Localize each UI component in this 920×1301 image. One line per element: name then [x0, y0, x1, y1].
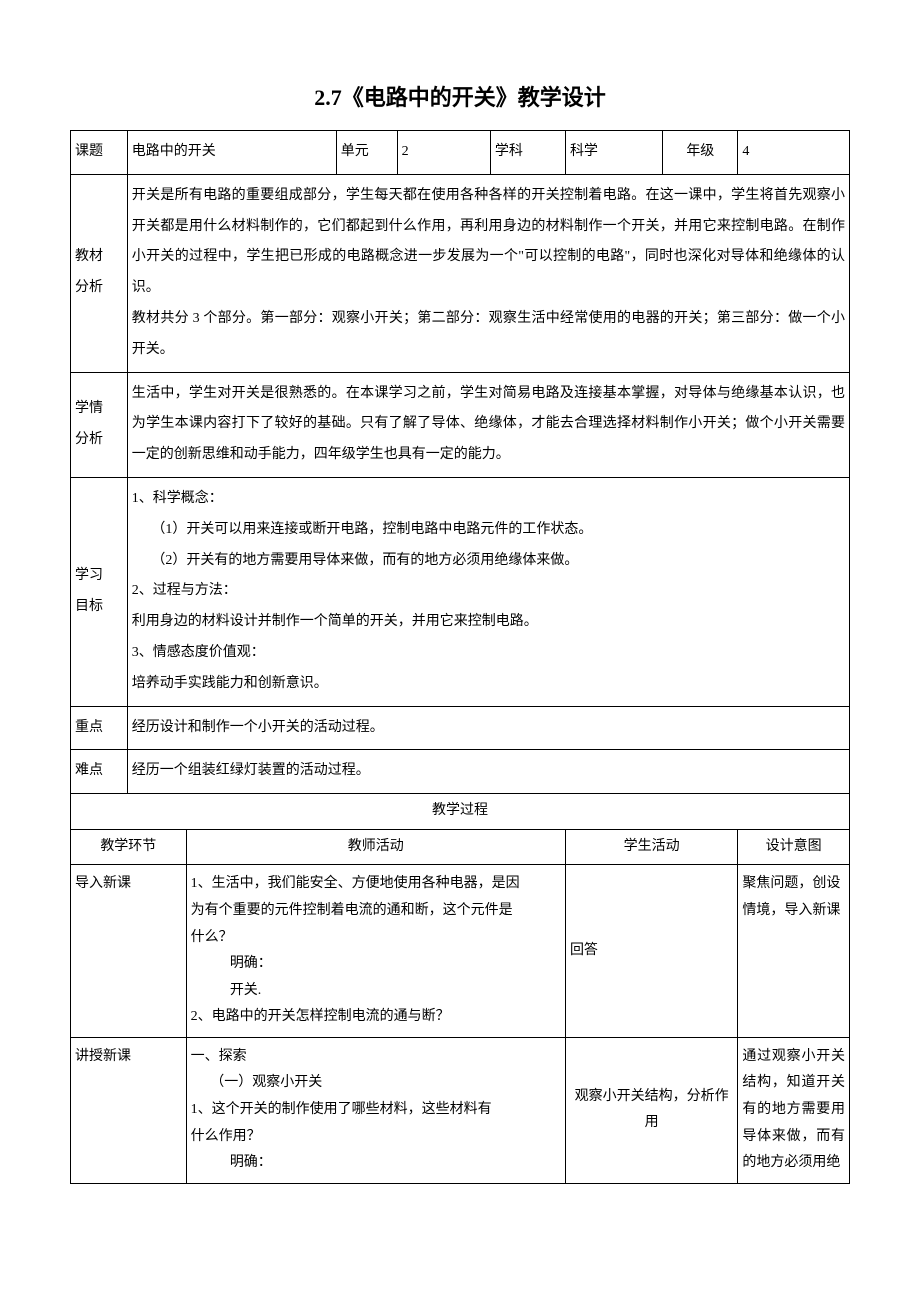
lesson-plan-table: 课题 电路中的开关 单元 2 学科 科学 年级 4 教材 分析 开关是所有电路的… — [70, 130, 850, 1184]
mubiao-line: 3、情感态度价值观： — [132, 638, 845, 669]
process-row-1: 导入新课 1、生活中，我们能安全、方便地使用各种电器，是因 为有个重要的元件控制… — [71, 865, 850, 1038]
value-nianji: 4 — [738, 131, 850, 175]
label-jiaocai: 教材 分析 — [71, 174, 128, 372]
text-zhongdian: 经历设计和制作一个小开关的活动过程。 — [127, 706, 849, 750]
text-mubiao: 1、科学概念： （1）开关可以用来连接或断开电路，控制电路中电路元件的工作状态。… — [127, 477, 849, 706]
process-title: 教学过程 — [71, 794, 850, 830]
sheji-2: 通过观察小开关结构，知道开关有的地方需要用导体来做，而有的地方必须用绝 — [738, 1037, 850, 1183]
mubiao-line: 利用身边的材料设计并制作一个简单的开关，并用它来控制电路。 — [132, 607, 845, 638]
process-title-row: 教学过程 — [71, 794, 850, 830]
label-xueke: 学科 — [490, 131, 565, 175]
mubiao-row: 学习 目标 1、科学概念： （1）开关可以用来连接或断开电路，控制电路中电路元件… — [71, 477, 850, 706]
xueqing-row: 学情 分析 生活中，学生对开关是很熟悉的。在本课学习之前，学生对简易电路及连接基… — [71, 372, 850, 477]
zhongdian-row: 重点 经历设计和制作一个小开关的活动过程。 — [71, 706, 850, 750]
sheji-1: 聚焦问题，创设情境，导入新课 — [738, 865, 850, 1038]
label-danyuan: 单元 — [336, 131, 397, 175]
jiaoshi-line: 为有个重要的元件控制着电流的通和断，这个元件是 — [191, 898, 561, 925]
jiaoshi-2: 一、探索 （一）观察小开关 1、这个开关的制作使用了哪些材料，这些材料有 什么作… — [186, 1037, 565, 1183]
mubiao-line: 1、科学概念： — [132, 484, 845, 515]
jiaoshi-line: 明确： — [191, 951, 561, 978]
jiaoshi-line: （一）观察小开关 — [191, 1070, 561, 1097]
process-row-2: 讲授新课 一、探索 （一）观察小开关 1、这个开关的制作使用了哪些材料，这些材料… — [71, 1037, 850, 1183]
jiaoshi-line: 1、这个开关的制作使用了哪些材料，这些材料有 — [191, 1097, 561, 1124]
jiaoshi-line: 一、探索 — [191, 1044, 561, 1071]
label-nandian: 难点 — [71, 750, 128, 794]
huanjie-1: 导入新课 — [71, 865, 187, 1038]
mubiao-line: 2、过程与方法： — [132, 576, 845, 607]
mubiao-line: （1）开关可以用来连接或断开电路，控制电路中电路元件的工作状态。 — [132, 515, 845, 546]
label-keti: 课题 — [71, 131, 128, 175]
label-mubiao: 学习 目标 — [71, 477, 128, 706]
label-zhongdian: 重点 — [71, 706, 128, 750]
header-row: 课题 电路中的开关 单元 2 学科 科学 年级 4 — [71, 131, 850, 175]
nandian-row: 难点 经历一个组装红绿灯装置的活动过程。 — [71, 750, 850, 794]
jiaoshi-line: 明确： — [191, 1150, 561, 1177]
text-nandian: 经历一个组装红绿灯装置的活动过程。 — [127, 750, 849, 794]
col-sheji: 设计意图 — [738, 829, 850, 865]
jiaocai-row: 教材 分析 开关是所有电路的重要组成部分，学生每天都在使用各种各样的开关控制着电… — [71, 174, 850, 372]
text-xueqing: 生活中，学生对开关是很熟悉的。在本课学习之前，学生对简易电路及连接基本掌握，对导… — [127, 372, 849, 477]
jiaoshi-line: 什么？ — [191, 925, 561, 952]
jiaoshi-1: 1、生活中，我们能安全、方便地使用各种电器，是因 为有个重要的元件控制着电流的通… — [186, 865, 565, 1038]
xuesheng-1: 回答 — [565, 865, 737, 1038]
jiaoshi-line: 2、电路中的开关怎样控制电流的通与断？ — [191, 1004, 561, 1031]
col-huanjie: 教学环节 — [71, 829, 187, 865]
jiaoshi-line: 开关. — [191, 978, 561, 1005]
label-nianji: 年级 — [663, 131, 738, 175]
mubiao-line: 培养动手实践能力和创新意识。 — [132, 669, 845, 700]
page-title: 2.7《电路中的开关》教学设计 — [70, 80, 850, 112]
label-xueqing: 学情 分析 — [71, 372, 128, 477]
col-xuesheng: 学生活动 — [565, 829, 737, 865]
huanjie-2: 讲授新课 — [71, 1037, 187, 1183]
text-jiaocai: 开关是所有电路的重要组成部分，学生每天都在使用各种各样的开关控制着电路。在这一课… — [127, 174, 849, 372]
mubiao-line: （2）开关有的地方需要用导体来做，而有的地方必须用绝缘体来做。 — [132, 546, 845, 577]
col-jiaoshi: 教师活动 — [186, 829, 565, 865]
value-keti: 电路中的开关 — [127, 131, 336, 175]
process-header-row: 教学环节 教师活动 学生活动 设计意图 — [71, 829, 850, 865]
value-xueke: 科学 — [565, 131, 662, 175]
xuesheng-2: 观察小开关结构，分析作用 — [565, 1037, 737, 1183]
jiaoshi-line: 1、生活中，我们能安全、方便地使用各种电器，是因 — [191, 871, 561, 898]
value-danyuan: 2 — [397, 131, 490, 175]
jiaoshi-line: 什么作用？ — [191, 1124, 561, 1151]
